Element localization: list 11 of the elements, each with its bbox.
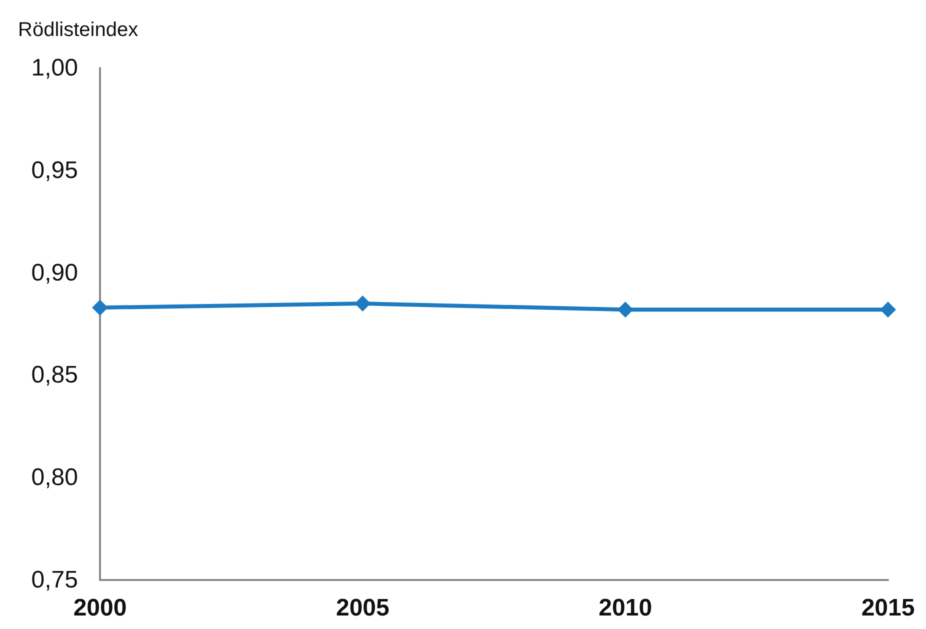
x-tick-label: 2010 xyxy=(598,594,652,622)
y-tick-label: 0,80 xyxy=(31,464,78,492)
y-axis-title: Rödlisteindex xyxy=(18,19,138,41)
x-tick-label: 2015 xyxy=(861,594,915,622)
x-tick-label: 2000 xyxy=(73,594,127,622)
y-tick-label: 0,95 xyxy=(31,156,78,184)
y-tick-label: 0,75 xyxy=(31,566,78,594)
y-tick-label: 0,90 xyxy=(31,259,78,286)
x-tick-label: 2005 xyxy=(336,594,390,622)
y-tick-label: 1,00 xyxy=(31,54,78,82)
y-tick-label: 0,85 xyxy=(31,362,78,389)
